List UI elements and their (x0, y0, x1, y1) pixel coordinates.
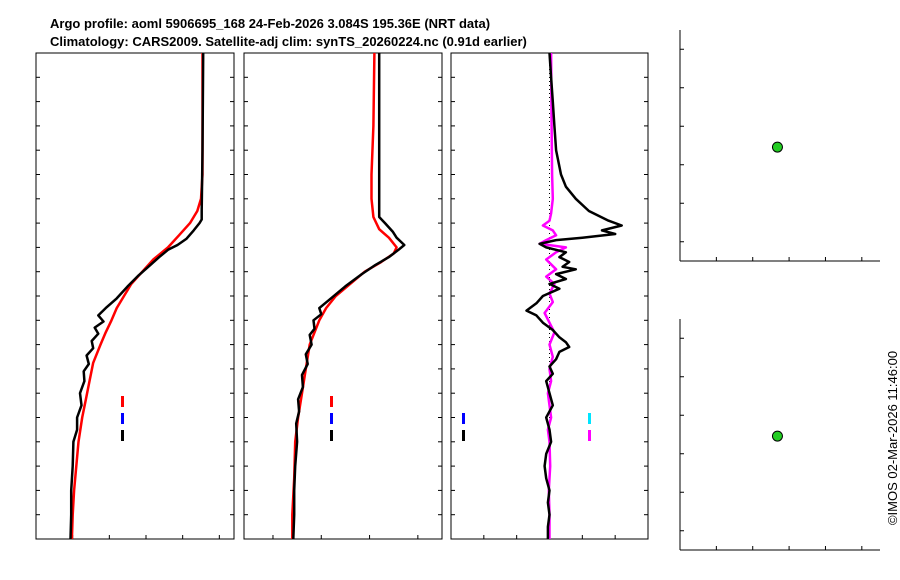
legend-swatch (330, 396, 333, 407)
temperature-diff-argo-line (525, 52, 623, 539)
legend-swatch (588, 430, 591, 441)
legend-swatch (121, 413, 124, 424)
title-line-2: Climatology: CARS2009. Satellite-adj cli… (50, 34, 527, 49)
legend-swatch (121, 396, 124, 407)
salinity-panel (243, 52, 443, 540)
g-sal-frame (243, 52, 443, 540)
legend-swatch (462, 413, 465, 424)
sal-climatology-line (291, 52, 398, 539)
legend-swatch (330, 413, 333, 424)
imos-credit: ©IMOS 02-Mar-2026 11:46:00 (885, 351, 900, 525)
argo-location-marker (771, 430, 783, 442)
g-temp-frame (35, 52, 235, 540)
temperature-panel (35, 52, 235, 540)
sst-map-panel (679, 30, 880, 262)
temp-climatology-line (70, 53, 204, 540)
sal-argo-line (292, 53, 406, 540)
legend-swatch (121, 430, 124, 441)
argo-location-marker (771, 141, 783, 153)
legend-swatch (462, 430, 465, 441)
difference-panel (450, 52, 649, 540)
legend-swatch (330, 430, 333, 441)
title-line-1: Argo profile: aoml 5906695_168 24-Feb-20… (50, 16, 490, 31)
legend-swatch (588, 413, 591, 424)
sla-map-panel (679, 319, 880, 551)
temp-argo-line (69, 52, 205, 540)
